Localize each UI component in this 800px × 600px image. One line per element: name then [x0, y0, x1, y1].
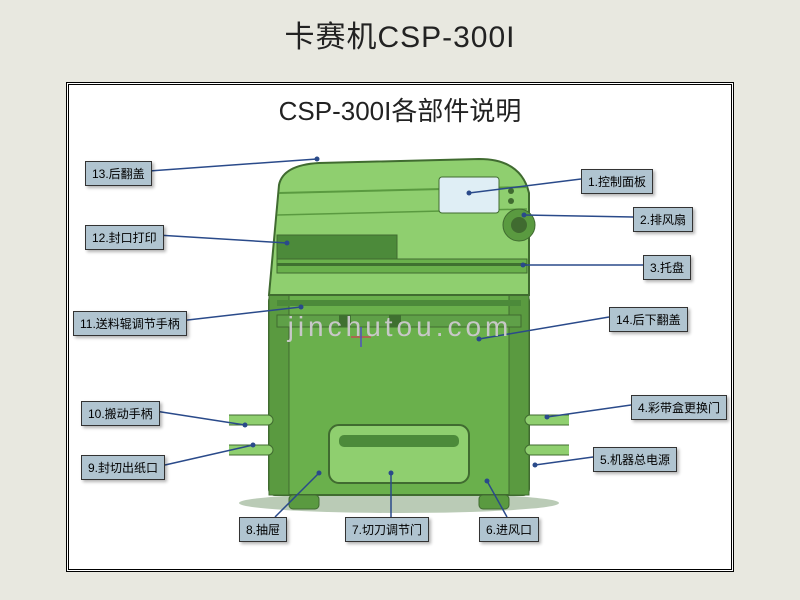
callout-main-power: 5.机器总电源 [593, 447, 677, 472]
callout-carry-handle: 10.搬动手柄 [81, 401, 160, 426]
callout-air-inlet: 6.进风口 [479, 517, 539, 542]
callout-tray: 3.托盘 [643, 255, 691, 280]
callout-rear-top-cover: 13.后翻盖 [85, 161, 152, 186]
callout-control-panel: 1.控制面板 [581, 169, 653, 194]
callout-ribbon-door: 4.彩带盒更换门 [631, 395, 727, 420]
diagram-subtitle: CSP-300I各部件说明 [69, 85, 731, 128]
callout-seal-print: 12.封口打印 [85, 225, 164, 250]
callout-drawer: 8.抽屉 [239, 517, 287, 542]
callout-feed-roller-handle: 11.送料辊调节手柄 [73, 311, 187, 336]
page-title: 卡赛机CSP-300I [0, 0, 800, 56]
machine-illustration [229, 145, 569, 515]
callout-seal-cut-output: 9.封切出纸口 [81, 455, 165, 480]
callout-cutter-adjust-door: 7.切刀调节门 [345, 517, 429, 542]
callout-exhaust-fan: 2.排风扇 [633, 207, 693, 232]
callout-rear-lower-cover: 14.后下翻盖 [609, 307, 688, 332]
diagram-frame: CSP-300I各部件说明 jinchutou.com [66, 82, 734, 572]
